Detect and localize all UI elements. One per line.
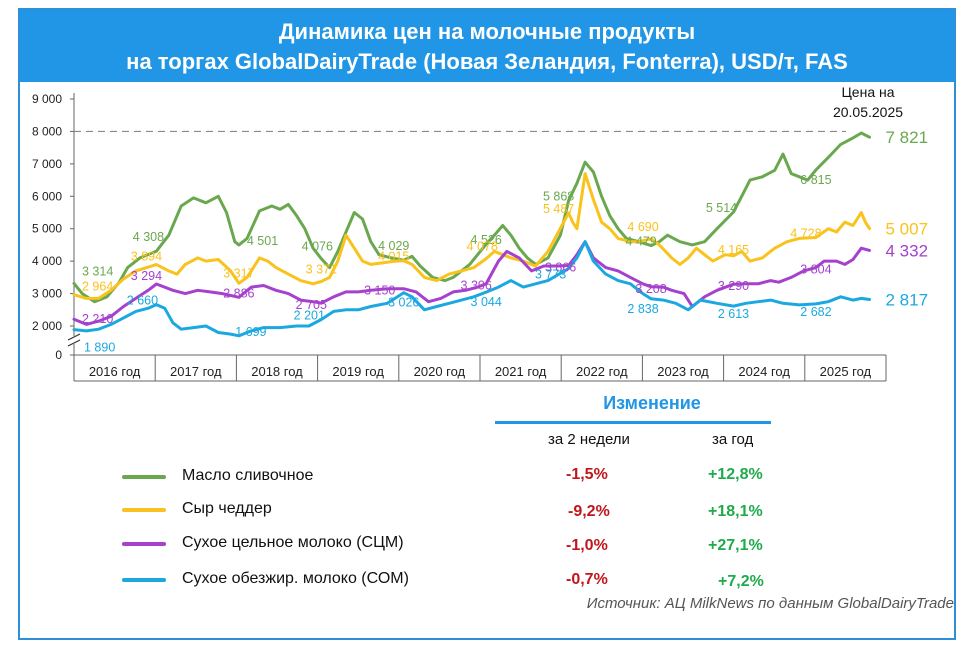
- data-label: 4 015: [378, 250, 409, 264]
- legend-label-smp: Сухое обезжир. молоко (СОМ): [182, 570, 409, 587]
- data-label: 3 317: [223, 266, 254, 280]
- data-label: 1 699: [235, 325, 266, 339]
- change-2weeks-butter: -1,5%: [566, 466, 608, 483]
- data-label: 3 026: [388, 296, 419, 310]
- legend-swatch-cheddar: [122, 508, 166, 512]
- change-table-title: Изменение: [603, 393, 701, 413]
- y-tick-label: 6 000: [32, 189, 62, 203]
- legend-swatch-wmp: [122, 542, 166, 546]
- y-tick-label: 5 000: [32, 222, 62, 236]
- data-label: 2 964: [82, 280, 113, 294]
- data-label: 3 044: [471, 295, 502, 309]
- data-label: 3 371: [306, 263, 337, 277]
- data-label: 3 866: [545, 260, 576, 274]
- x-category-label: 2017 год: [170, 364, 222, 379]
- legend-swatch-smp: [122, 578, 166, 582]
- last-value-label: 4 332: [886, 241, 929, 260]
- change-year-cheddar: +18,1%: [708, 503, 763, 520]
- series-line-butter: [72, 131, 871, 304]
- legend-label-butter: Масло сливочное: [182, 467, 314, 484]
- x-category-label: 2018 год: [251, 364, 303, 379]
- data-label: 2 886: [223, 286, 254, 300]
- data-label: 1 890: [84, 341, 115, 355]
- x-category-label: 2019 год: [332, 364, 384, 379]
- series-line-cheddar: [72, 172, 871, 300]
- data-label: 2 201: [294, 308, 325, 322]
- title-line-1: Динамика цен на молочные продукты: [278, 19, 696, 44]
- data-label: 5 868: [543, 190, 574, 204]
- data-label: 3 804: [800, 262, 831, 276]
- y-tick-label: 3 000: [32, 287, 62, 301]
- data-label: 4 165: [718, 243, 749, 257]
- data-label: 4 076: [302, 240, 333, 254]
- last-value-label: 2 817: [886, 291, 929, 310]
- reference-label-line-1: Цена на: [841, 84, 894, 100]
- change-year-butter: +12,8%: [708, 466, 763, 483]
- data-label: 4 690: [627, 220, 658, 234]
- change-year-smp: +7,2%: [718, 573, 764, 590]
- last-value-label: 7 821: [886, 128, 929, 147]
- x-category-label: 2024 год: [738, 364, 790, 379]
- data-label: 5 514: [706, 201, 737, 215]
- axis-break-mark-2: [67, 339, 81, 347]
- data-label: 6 815: [800, 173, 831, 187]
- y-tick-label: 9 000: [32, 92, 62, 106]
- data-label: 4 078: [467, 240, 498, 254]
- data-label: 3 294: [131, 269, 162, 283]
- y-tick-label: 7 000: [32, 157, 62, 171]
- data-label: 2 613: [718, 307, 749, 321]
- x-category-label: 2021 год: [495, 364, 547, 379]
- legend-label-cheddar: Сыр чеддер: [182, 500, 272, 517]
- y-tick-label: 4 000: [32, 254, 62, 268]
- source-note: Источник: АЦ MilkNews по данным GlobalDa…: [586, 595, 954, 612]
- x-category-label: 2025 год: [820, 364, 872, 379]
- legend-label-wmp: Сухое цельное молоко (СЦМ): [182, 534, 404, 551]
- data-label: 4 728: [790, 227, 821, 241]
- change-table-underline: [495, 421, 771, 424]
- data-label: 2 705: [296, 298, 327, 312]
- data-label: 3 150: [364, 284, 395, 298]
- data-label: 3 208: [635, 282, 666, 296]
- change-2weeks-wmp: -1,0%: [566, 537, 608, 554]
- y-tick-label: 2 000: [32, 319, 62, 333]
- x-category-label: 2020 год: [414, 364, 466, 379]
- series-line-wmp: [72, 240, 871, 326]
- data-label: 4 029: [378, 239, 409, 253]
- data-label: 4 308: [133, 230, 164, 244]
- data-label: 4 526: [471, 233, 502, 247]
- title-line-2: на торгах GlobalDairyTrade (Новая Зеланд…: [126, 49, 848, 74]
- y-tick-label: 8 000: [32, 124, 62, 138]
- data-label: 2 838: [627, 302, 658, 316]
- data-label: 2 682: [800, 305, 831, 319]
- data-label: 2 660: [127, 294, 158, 308]
- col-head-2weeks: за 2 недели: [548, 431, 630, 448]
- data-label: 2 210: [82, 312, 113, 326]
- col-head-year: за год: [712, 431, 754, 448]
- change-2weeks-cheddar: -9,2%: [568, 503, 610, 520]
- data-label: 3 290: [718, 279, 749, 293]
- data-label: 3 314: [82, 264, 113, 278]
- change-2weeks-smp: -0,7%: [566, 571, 608, 588]
- change-year-wmp: +27,1%: [708, 537, 763, 554]
- series-line-smp: [72, 240, 871, 338]
- data-label: 3 773: [535, 268, 566, 282]
- data-label: 4 501: [247, 234, 278, 248]
- reference-label-line-2: 20.05.2025: [833, 104, 903, 120]
- axis-break-mark-1: [67, 333, 81, 341]
- data-label: 3 306: [461, 279, 492, 293]
- x-category-label: 2016 год: [89, 364, 141, 379]
- data-label: 3 894: [131, 250, 162, 264]
- data-label: 5 487: [543, 202, 574, 216]
- data-label: 4 479: [625, 235, 656, 249]
- y-tick-label: 0: [55, 348, 62, 362]
- x-category-label: 2022 год: [576, 364, 628, 379]
- title-bar: Динамика цен на молочные продукты на тор…: [20, 10, 954, 82]
- legend-swatch-butter: [122, 475, 166, 479]
- last-value-label: 5 007: [886, 219, 929, 238]
- x-category-label: 2023 год: [657, 364, 709, 379]
